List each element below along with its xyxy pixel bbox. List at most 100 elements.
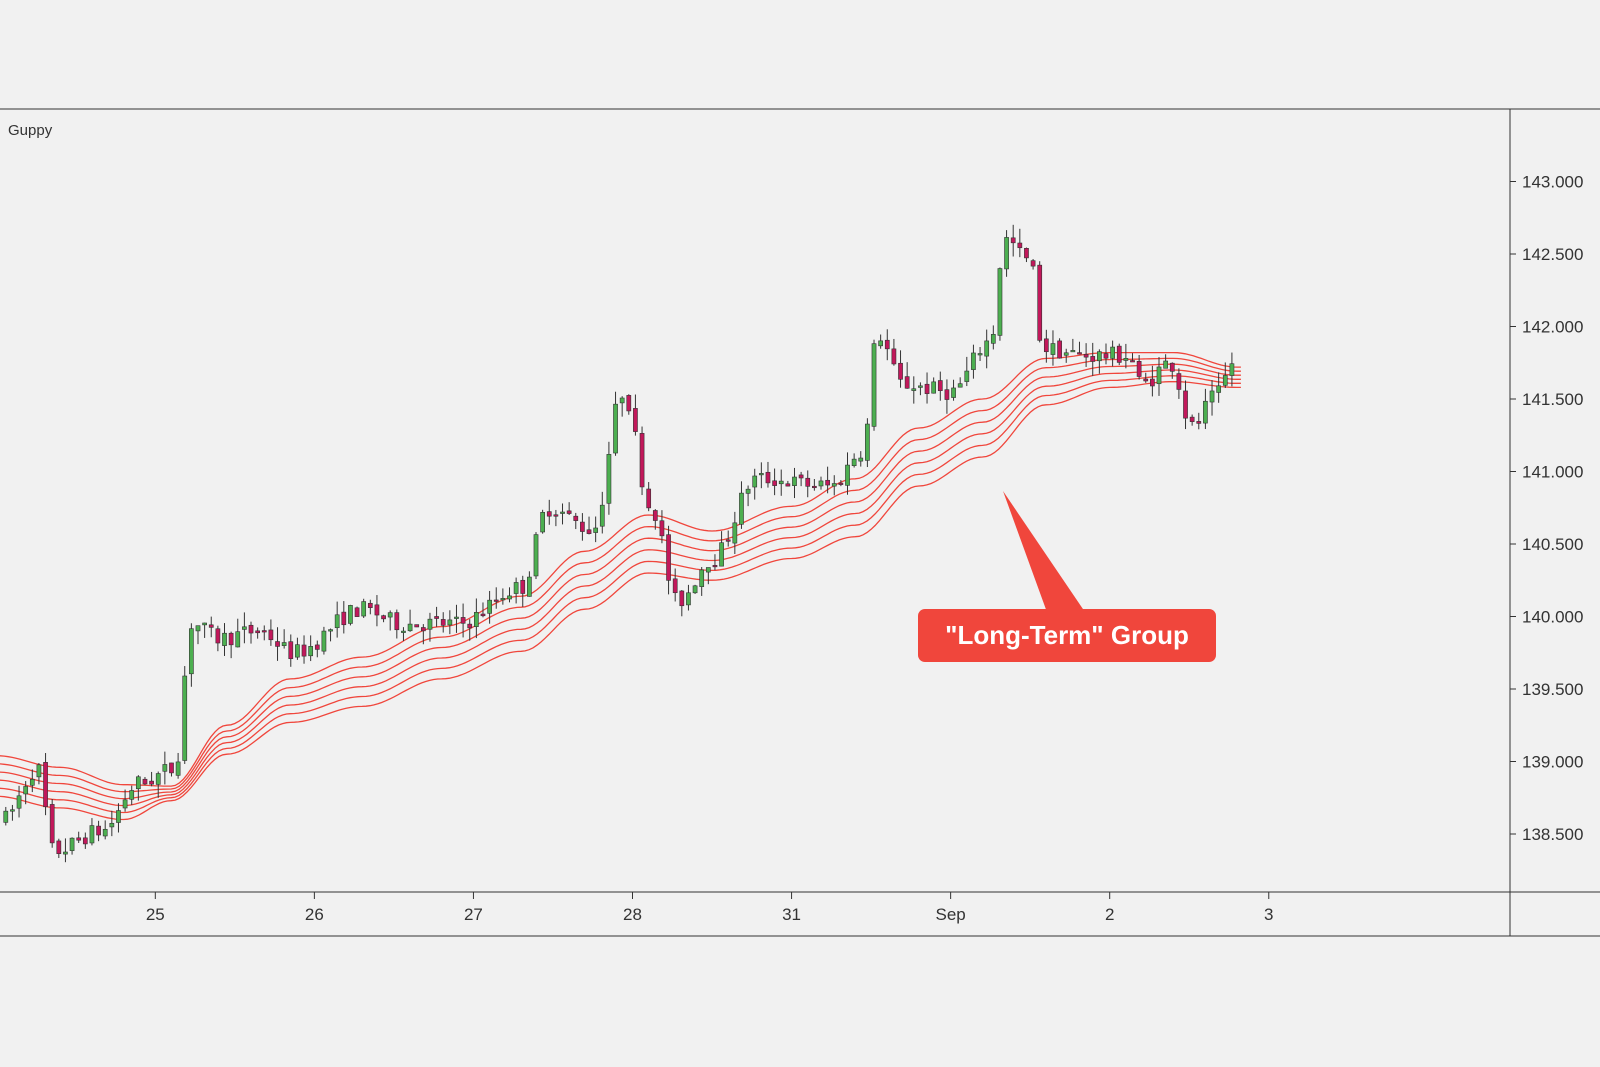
candle-body bbox=[102, 828, 108, 837]
candle-body bbox=[16, 795, 22, 809]
candle-body bbox=[1229, 363, 1235, 376]
candle-body bbox=[778, 480, 784, 485]
long-term-ema-line bbox=[0, 363, 1241, 800]
candle-body bbox=[235, 631, 241, 648]
x-axis: 25 26 27 28 31 Sep 2 3 bbox=[146, 892, 1273, 924]
candle-body bbox=[560, 511, 565, 514]
candle-body bbox=[56, 840, 62, 855]
candle-body bbox=[686, 592, 691, 606]
candle-body bbox=[308, 646, 314, 657]
candle-body bbox=[904, 376, 910, 389]
candle-body bbox=[1043, 338, 1049, 353]
candle-body bbox=[1130, 360, 1135, 363]
candle-body bbox=[420, 627, 426, 632]
candle-body bbox=[447, 619, 453, 626]
chart-title: Guppy bbox=[8, 122, 53, 139]
long-term-ema-line bbox=[0, 380, 1241, 821]
candle-body bbox=[82, 837, 88, 845]
candle-body bbox=[805, 477, 811, 487]
candle-body bbox=[367, 602, 373, 608]
candle-body bbox=[275, 641, 280, 647]
x-tick-label: 2 bbox=[1105, 905, 1114, 924]
candle-body bbox=[43, 762, 48, 808]
candle-body bbox=[831, 483, 837, 487]
candle-body bbox=[434, 616, 439, 619]
candle-body bbox=[1017, 242, 1023, 249]
candle-body bbox=[566, 510, 572, 514]
candle-body bbox=[898, 362, 903, 380]
candle-body bbox=[63, 851, 68, 855]
candle-body bbox=[374, 604, 380, 616]
candle-body bbox=[865, 423, 870, 461]
candle-body bbox=[990, 334, 996, 344]
candle-body bbox=[341, 611, 347, 626]
candle-body bbox=[222, 632, 227, 646]
candle-body bbox=[69, 837, 75, 851]
candle-body bbox=[215, 628, 221, 644]
candle-body bbox=[732, 522, 738, 544]
candle-body bbox=[328, 629, 333, 632]
candle-body bbox=[440, 619, 446, 626]
candle-body bbox=[169, 762, 174, 774]
candle-body bbox=[1010, 237, 1016, 244]
candle-body bbox=[1216, 385, 1222, 393]
candle-body bbox=[1183, 390, 1188, 419]
x-tick-label: 3 bbox=[1264, 905, 1273, 924]
candle-body bbox=[951, 387, 956, 398]
candle-body bbox=[89, 825, 95, 844]
candle-body bbox=[1143, 378, 1149, 382]
candle-body bbox=[189, 628, 194, 675]
candle-body bbox=[301, 644, 307, 657]
candle-body bbox=[507, 595, 512, 600]
candle-body bbox=[228, 632, 234, 646]
candle-body bbox=[175, 761, 181, 776]
candle-body bbox=[845, 464, 850, 486]
candle-body bbox=[208, 624, 214, 628]
candle-body bbox=[599, 504, 605, 527]
candle-body bbox=[1222, 375, 1228, 386]
x-tick-label: Sep bbox=[936, 905, 966, 924]
candle-body bbox=[918, 385, 923, 388]
candle-body bbox=[812, 485, 817, 489]
candle-body bbox=[3, 810, 9, 823]
candle-body bbox=[739, 492, 744, 525]
candle-body bbox=[513, 582, 519, 594]
candle-body bbox=[202, 622, 207, 626]
candle-body bbox=[606, 454, 612, 504]
candle-body bbox=[129, 790, 135, 800]
candle-body bbox=[971, 352, 976, 370]
candle-body bbox=[1150, 378, 1155, 387]
candle-body bbox=[977, 353, 983, 356]
candle-body bbox=[666, 534, 671, 581]
y-tick-label: 142.000 bbox=[1522, 318, 1583, 337]
candle-body bbox=[407, 623, 413, 632]
candle-body bbox=[931, 381, 937, 394]
candle-body bbox=[1063, 352, 1069, 356]
candle-body bbox=[646, 488, 652, 509]
candle-body bbox=[1196, 421, 1202, 424]
candle-body bbox=[162, 764, 168, 772]
candle-body bbox=[633, 408, 638, 432]
y-tick-label: 139.000 bbox=[1522, 753, 1583, 772]
candle-body bbox=[997, 268, 1003, 336]
candle-body bbox=[500, 598, 506, 601]
candle-body bbox=[122, 799, 128, 809]
x-tick-label: 26 bbox=[305, 905, 324, 924]
callout-pointer bbox=[1003, 491, 1087, 615]
candle-body bbox=[1024, 248, 1029, 259]
candle-body bbox=[679, 590, 685, 607]
y-tick-label: 138.500 bbox=[1522, 825, 1583, 844]
candle-body bbox=[944, 389, 950, 400]
candle-body bbox=[1169, 362, 1175, 372]
candle-body bbox=[361, 601, 367, 617]
candle-body bbox=[772, 480, 777, 486]
candle-body bbox=[546, 511, 552, 517]
candle-body bbox=[672, 578, 678, 594]
candle-body bbox=[1110, 346, 1115, 359]
candle-body bbox=[785, 483, 791, 487]
candle-body bbox=[937, 380, 943, 391]
candle-body bbox=[348, 605, 353, 624]
candle-body bbox=[116, 810, 121, 823]
candle-body bbox=[639, 433, 645, 488]
y-tick-label: 139.500 bbox=[1522, 680, 1583, 699]
